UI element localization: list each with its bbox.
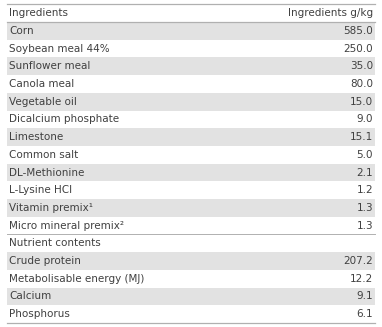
Text: 80.0: 80.0	[350, 79, 373, 89]
Text: L-Lysine HCl: L-Lysine HCl	[9, 185, 72, 195]
Bar	[7, 40, 375, 58]
Text: 207.2: 207.2	[343, 256, 373, 266]
Text: 35.0: 35.0	[350, 61, 373, 71]
Text: 250.0: 250.0	[343, 43, 373, 54]
Text: 9.0: 9.0	[356, 114, 373, 124]
Text: Nutrient contents: Nutrient contents	[9, 238, 101, 248]
Bar	[7, 199, 375, 217]
Bar	[7, 93, 375, 111]
Bar	[7, 75, 375, 93]
Bar	[7, 146, 375, 164]
Text: Metabolisable energy (MJ): Metabolisable energy (MJ)	[9, 274, 144, 284]
Text: Calcium: Calcium	[9, 291, 51, 301]
Text: Sunflower meal: Sunflower meal	[9, 61, 91, 71]
Text: 6.1: 6.1	[356, 309, 373, 319]
Text: DL-Methionine: DL-Methionine	[9, 167, 84, 178]
Text: 2.1: 2.1	[356, 167, 373, 178]
Text: 1.2: 1.2	[356, 185, 373, 195]
Text: 12.2: 12.2	[350, 274, 373, 284]
Bar	[7, 270, 375, 287]
Text: Phosphorus: Phosphorus	[9, 309, 70, 319]
Text: Ingredients: Ingredients	[9, 8, 68, 18]
Text: Soybean meal 44%: Soybean meal 44%	[9, 43, 110, 54]
Text: 585.0: 585.0	[343, 26, 373, 36]
Text: Crude protein: Crude protein	[9, 256, 81, 266]
Text: Canola meal: Canola meal	[9, 79, 74, 89]
Bar	[7, 181, 375, 199]
Bar	[7, 252, 375, 270]
Text: Dicalcium phosphate: Dicalcium phosphate	[9, 114, 119, 124]
Text: 9.1: 9.1	[356, 291, 373, 301]
Text: Limestone: Limestone	[9, 132, 63, 142]
Bar	[7, 287, 375, 305]
Bar	[7, 22, 375, 40]
Bar	[7, 217, 375, 234]
Text: 15.1: 15.1	[350, 132, 373, 142]
Bar	[7, 305, 375, 323]
Bar	[7, 111, 375, 128]
Bar	[7, 58, 375, 75]
Bar	[7, 164, 375, 181]
Text: Common salt: Common salt	[9, 150, 78, 160]
Text: Ingredients g/kg: Ingredients g/kg	[288, 8, 373, 18]
Bar	[7, 128, 375, 146]
Bar	[7, 234, 375, 252]
Text: 15.0: 15.0	[350, 97, 373, 107]
Text: Vegetable oil: Vegetable oil	[9, 97, 77, 107]
Bar	[7, 4, 375, 22]
Text: Corn: Corn	[9, 26, 34, 36]
Text: 1.3: 1.3	[356, 203, 373, 213]
Text: 5.0: 5.0	[356, 150, 373, 160]
Text: Micro mineral premix²: Micro mineral premix²	[9, 221, 124, 231]
Text: Vitamin premix¹: Vitamin premix¹	[9, 203, 93, 213]
Text: 1.3: 1.3	[356, 221, 373, 231]
